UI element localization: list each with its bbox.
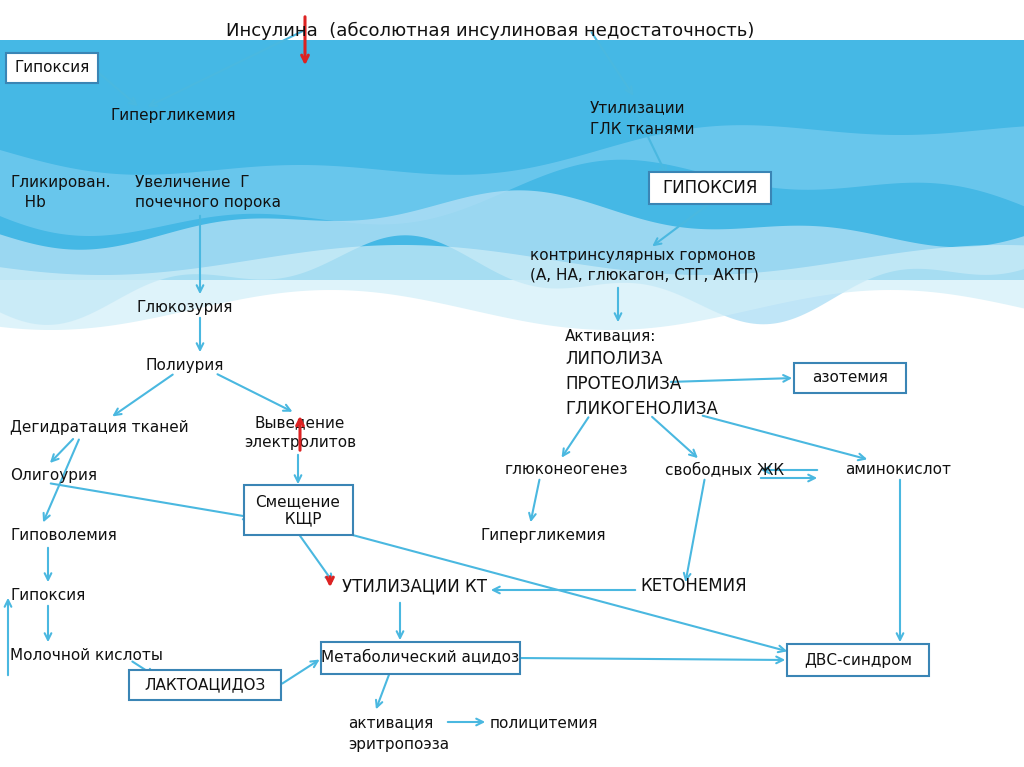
FancyBboxPatch shape xyxy=(244,485,352,535)
Text: ГЛК тканями: ГЛК тканями xyxy=(590,122,694,137)
Text: КЕТОНЕМИЯ: КЕТОНЕМИЯ xyxy=(640,577,746,595)
Text: ГЛИКОГЕНОЛИЗА: ГЛИКОГЕНОЛИЗА xyxy=(565,400,718,418)
Text: Увеличение  Г: Увеличение Г xyxy=(135,175,250,190)
Text: контринсулярных гормонов: контринсулярных гормонов xyxy=(530,248,756,263)
FancyBboxPatch shape xyxy=(787,644,929,676)
Text: Гипергликемия: Гипергликемия xyxy=(110,108,236,123)
Text: Олигоурия: Олигоурия xyxy=(10,468,97,483)
Text: ДВС-синдром: ДВС-синдром xyxy=(804,653,912,667)
Text: Гипергликемия: Гипергликемия xyxy=(480,528,605,543)
Text: ГИПОКСИЯ: ГИПОКСИЯ xyxy=(663,179,758,197)
Text: УТИЛИЗАЦИИ КТ: УТИЛИЗАЦИИ КТ xyxy=(342,577,487,595)
FancyBboxPatch shape xyxy=(6,53,98,83)
Text: Инсулина  (абсолютная инсулиновая недостаточность): Инсулина (абсолютная инсулиновая недоста… xyxy=(226,22,755,40)
Text: почечного порока: почечного порока xyxy=(135,195,281,210)
Text: Гиповолемия: Гиповолемия xyxy=(10,528,117,543)
Text: Выведение: Выведение xyxy=(255,415,345,430)
FancyBboxPatch shape xyxy=(321,642,519,674)
Text: Молочной кислоты: Молочной кислоты xyxy=(10,648,163,663)
Text: Нb: Нb xyxy=(10,195,46,210)
Text: Гипоксия: Гипоксия xyxy=(14,61,90,75)
Text: Глюкозурия: Глюкозурия xyxy=(137,300,233,315)
FancyBboxPatch shape xyxy=(794,363,906,393)
Text: полицитемия: полицитемия xyxy=(490,715,598,730)
Text: активация: активация xyxy=(348,715,433,730)
Text: Полиурия: Полиурия xyxy=(145,358,224,373)
Text: аминокислот: аминокислот xyxy=(845,462,951,477)
Text: ПРОТЕОЛИЗА: ПРОТЕОЛИЗА xyxy=(565,375,681,393)
Text: (А, НА, глюкагон, СТГ, АКТГ): (А, НА, глюкагон, СТГ, АКТГ) xyxy=(530,268,759,283)
Text: азотемия: азотемия xyxy=(812,370,888,386)
Text: Активация:: Активация: xyxy=(565,328,656,343)
Text: свободных ЖК: свободных ЖК xyxy=(665,462,784,477)
Text: глюконеогенез: глюконеогенез xyxy=(505,462,629,477)
Polygon shape xyxy=(0,245,1024,330)
Text: эритропоэза: эритропоэза xyxy=(348,737,450,752)
Text: ЛИПОЛИЗА: ЛИПОЛИЗА xyxy=(565,350,663,368)
FancyBboxPatch shape xyxy=(649,172,771,204)
Text: Гипоксия: Гипоксия xyxy=(10,588,85,603)
Text: ЛАКТОАЦИДОЗ: ЛАКТОАЦИДОЗ xyxy=(144,677,265,693)
Text: Утилизации: Утилизации xyxy=(590,100,685,115)
Polygon shape xyxy=(0,40,1024,280)
Text: Гликирован.: Гликирован. xyxy=(10,175,111,190)
Text: Метаболический ацидоз: Метаболический ацидоз xyxy=(321,650,519,666)
Polygon shape xyxy=(0,190,1024,325)
Text: Смещение
  КЩР: Смещение КЩР xyxy=(256,494,340,526)
FancyBboxPatch shape xyxy=(129,670,281,700)
Text: электролитов: электролитов xyxy=(244,435,356,450)
Polygon shape xyxy=(0,125,1024,236)
Text: Дегидратация тканей: Дегидратация тканей xyxy=(10,420,188,435)
